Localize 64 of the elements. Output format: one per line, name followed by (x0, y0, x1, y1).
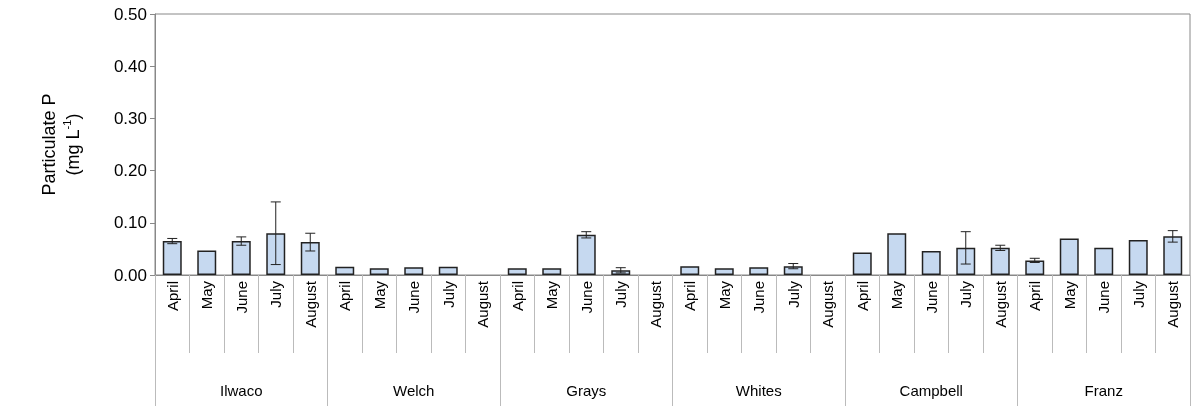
x-tick-label: July (957, 280, 975, 308)
x-tick-label: June (405, 281, 423, 314)
x-tick-label: June (750, 281, 768, 314)
x-tick-label: July (267, 280, 285, 308)
x-tick-label: June (922, 281, 940, 314)
x-tick-label: June (1095, 281, 1113, 314)
x-tick-label: June (232, 281, 250, 314)
x-tick-label: April (853, 281, 871, 312)
bar (507, 268, 527, 275)
x-tick-label: May (543, 280, 561, 310)
text: Welch (393, 382, 435, 399)
x-tick-label: May (1060, 280, 1078, 310)
text: Campbell (899, 382, 963, 399)
x-tick-label: April (336, 281, 354, 312)
bar (197, 250, 217, 275)
bar (783, 266, 803, 275)
x-tick-label: May (198, 280, 216, 310)
y-tick-label: 0.00 (113, 265, 147, 285)
bar (749, 267, 769, 275)
bar (231, 241, 251, 275)
x-tick-label: May (370, 280, 388, 310)
bar (542, 268, 562, 275)
bar (680, 266, 700, 275)
bar (438, 266, 458, 275)
bar (404, 267, 424, 275)
bar (369, 268, 389, 275)
text: Whites (735, 382, 782, 399)
bar (576, 234, 596, 275)
x-tick-label: August (474, 280, 492, 328)
text: Franz (1084, 382, 1123, 399)
x-tick-label: July (612, 280, 630, 308)
x-tick-label: August (646, 280, 664, 328)
x-tick-label: April (163, 281, 181, 312)
text: Grays (566, 382, 607, 399)
y-tick-label: 0.30 (113, 108, 147, 128)
bar (1094, 247, 1114, 275)
bar (921, 250, 941, 275)
x-tick-label: August (819, 280, 837, 328)
x-tick-label: August (1164, 280, 1182, 328)
y-tick-label: 0.10 (113, 213, 147, 233)
bar (1128, 240, 1148, 275)
x-tick-label: July (439, 280, 457, 308)
y-tick-label: 0.40 (113, 56, 147, 76)
bar (335, 266, 355, 275)
x-tick-label: April (681, 281, 699, 312)
x-tick-label: April (1026, 281, 1044, 312)
bar (714, 268, 734, 275)
y-tick-label: 0.50 (113, 4, 147, 24)
y-tick-label: 0.20 (113, 161, 147, 181)
bar (990, 247, 1010, 275)
x-tick-label: August (301, 280, 319, 328)
x-tick-label: August (991, 280, 1009, 328)
bar (887, 233, 907, 275)
x-tick-label: July (784, 280, 802, 308)
text: Ilwaco (219, 382, 263, 399)
x-tick-label: May (888, 280, 906, 310)
x-tick-label: June (577, 281, 595, 314)
bar (852, 252, 872, 275)
x-tick-label: May (715, 280, 733, 310)
x-tick-label: July (1129, 280, 1147, 308)
bar (162, 241, 182, 275)
x-tick-label: April (508, 281, 526, 312)
bar (1025, 260, 1045, 275)
bar (1059, 238, 1079, 275)
